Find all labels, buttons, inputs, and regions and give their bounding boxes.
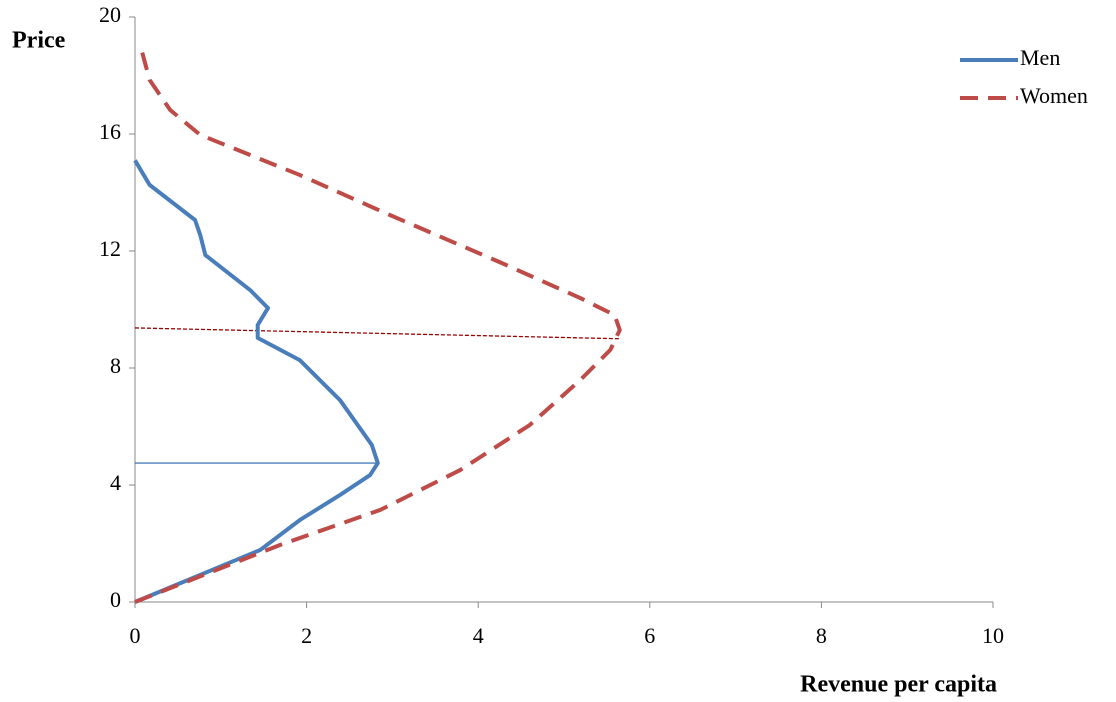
y-tick-label: 8: [110, 353, 121, 378]
y-tick-label: 12: [99, 236, 121, 261]
y-tick-label: 16: [99, 119, 121, 144]
series-line: [134, 44, 622, 604]
y-axis-title: Price: [12, 28, 66, 54]
x-tick-label: 6: [644, 623, 655, 648]
x-tick-label: 10: [982, 623, 1004, 648]
reference-line: [134, 327, 620, 340]
legend-label: Men: [1020, 45, 1060, 70]
series-line: [133, 159, 380, 604]
x-axis-title: Revenue per capita: [800, 672, 997, 698]
y-tick-label: 0: [110, 587, 121, 612]
y-tick-label: 20: [99, 2, 121, 27]
x-tick-label: 2: [301, 623, 312, 648]
x-tick-label: 8: [816, 623, 827, 648]
y-tick-label: 4: [110, 470, 121, 495]
legend-label: Women: [1020, 83, 1088, 108]
x-tick-label: 0: [130, 623, 141, 648]
x-tick-label: 4: [473, 623, 484, 648]
